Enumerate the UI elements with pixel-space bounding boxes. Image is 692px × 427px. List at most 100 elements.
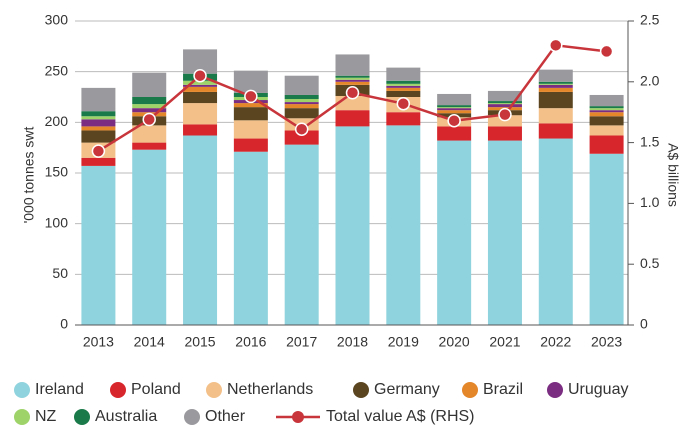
bar-segment: [81, 157, 116, 166]
legend-label: Total value A$ (RHS): [326, 408, 475, 425]
bar-segment: [183, 86, 218, 92]
bar-segment: [386, 83, 421, 86]
legend-marker: [462, 382, 478, 398]
legend-label: Other: [205, 408, 246, 425]
legend-label: Netherlands: [227, 381, 313, 398]
x-tick-label: 2014: [134, 334, 165, 350]
y-tick-label: 200: [45, 113, 69, 129]
y2-tick-label: 1.5: [640, 133, 660, 149]
x-tick-label: 2021: [489, 334, 520, 350]
bar-segment: [589, 110, 624, 113]
bar-segment: [233, 151, 268, 325]
y2-tick-label: 0: [640, 316, 648, 332]
bar-segment: [437, 126, 472, 141]
bar-segment: [487, 104, 522, 108]
bar-segment: [487, 101, 522, 104]
bar-segment: [81, 126, 116, 131]
legend-marker: [14, 409, 30, 425]
bar-segment: [81, 87, 116, 112]
legend-label: NZ: [35, 408, 57, 425]
bar-segment: [284, 99, 319, 103]
bar-segment: [335, 75, 370, 78]
bar-segment: [81, 111, 116, 117]
legend-label: Poland: [131, 381, 181, 398]
y-axis-label: '000 tonnes swt: [21, 126, 37, 223]
bar-segment: [335, 110, 370, 127]
line-marker: [498, 107, 512, 122]
bar-segment: [437, 93, 472, 106]
line-marker: [244, 89, 258, 104]
bar-segment: [335, 77, 370, 80]
bar-segment: [589, 108, 624, 111]
line-marker: [599, 44, 614, 59]
bar-segment: [233, 138, 268, 152]
bar-segment: [284, 104, 319, 109]
x-tick-label: 2016: [235, 334, 266, 350]
bar-segment: [386, 80, 421, 84]
bar-segment: [284, 102, 319, 105]
bar-segment: [284, 75, 319, 95]
bar-segment: [335, 126, 370, 326]
bar-segment: [284, 144, 319, 325]
bar-segment: [589, 106, 624, 109]
legend-label: Australia: [95, 408, 157, 425]
legend-marker: [547, 382, 563, 398]
bar-segment: [81, 165, 116, 325]
bar-segment: [589, 112, 624, 117]
bar-segment: [386, 125, 421, 325]
bar-segment: [386, 67, 421, 81]
line-marker: [447, 113, 461, 128]
y2-tick-label: 0.5: [640, 255, 660, 271]
x-tick-label: 2017: [286, 334, 317, 350]
bar-segment: [538, 108, 573, 124]
y-tick-label: 100: [45, 214, 69, 230]
line-marker: [142, 112, 156, 127]
bar-segment: [437, 105, 472, 108]
bar-segment: [233, 70, 268, 93]
bar-segment: [81, 130, 116, 143]
line-marker: [549, 38, 563, 53]
bar-segment: [589, 135, 624, 154]
legend-marker: [292, 411, 304, 423]
bar-segment: [335, 54, 370, 76]
bar-segment: [233, 120, 268, 139]
bar-segment: [589, 116, 624, 126]
bar-segment: [538, 84, 573, 88]
y-tick-label: 0: [60, 316, 68, 332]
bar-segment: [538, 138, 573, 325]
bar-segment: [183, 91, 218, 104]
line-marker: [396, 96, 411, 111]
bar-segment: [183, 80, 218, 85]
legend-marker: [14, 382, 30, 398]
bar-segment: [335, 81, 370, 85]
bar-segment: [233, 107, 268, 121]
bar-segment: [183, 135, 218, 325]
bar-segment: [284, 130, 319, 145]
bar-segment: [386, 90, 421, 97]
bar-segment: [589, 125, 624, 136]
line-marker: [193, 68, 207, 83]
bar-segment: [386, 112, 421, 126]
bar-segment: [589, 153, 624, 325]
bar-segment: [538, 91, 573, 109]
x-tick-label: 2023: [591, 334, 622, 350]
bar-segment: [284, 108, 319, 119]
bar-segment: [437, 110, 472, 114]
bar-segment: [589, 94, 624, 107]
bar-segment: [487, 103, 522, 105]
bar-segment: [132, 97, 167, 105]
bar-segment: [437, 140, 472, 325]
bar-segment: [233, 103, 268, 108]
bar-segment: [183, 84, 218, 87]
line-marker: [294, 122, 309, 136]
y2-tick-label: 2.5: [640, 12, 660, 28]
bar-segment: [487, 90, 522, 102]
legend-label: Germany: [374, 381, 440, 398]
bar-segment: [487, 140, 522, 325]
bar-segment: [183, 124, 218, 136]
y-tick-label: 300: [45, 12, 69, 28]
bar-segment: [487, 126, 522, 141]
x-tick-label: 2015: [184, 334, 215, 350]
bar-segment: [183, 103, 218, 125]
